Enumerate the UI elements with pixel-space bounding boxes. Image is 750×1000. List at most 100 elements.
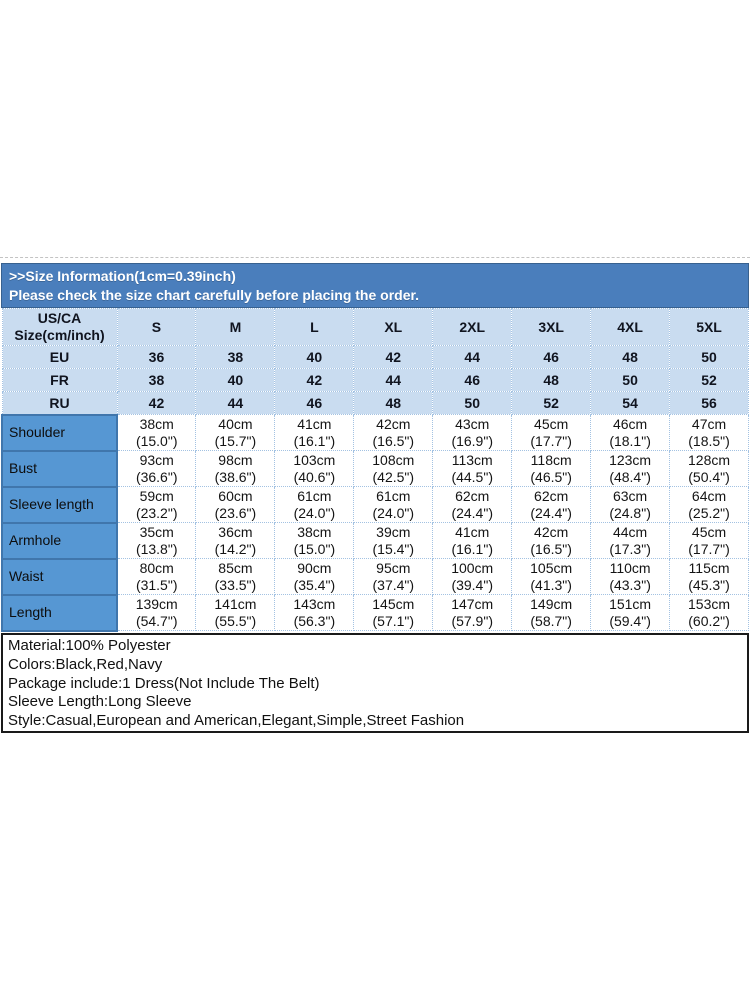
size-col-header-xl: XL	[353, 308, 434, 346]
measurement-inch-value: (16.1")	[451, 540, 493, 557]
measurement-inch-value: (57.1")	[372, 612, 415, 629]
measurement-inch-value: (24.4")	[530, 504, 572, 521]
measurement-value-cell: 100cm (39.4")	[432, 558, 513, 595]
measurement-cm-value: 38cm	[139, 415, 174, 432]
measurement-cm-value: 80cm	[139, 559, 174, 576]
measurement-value-cell: 38cm (15.0")	[116, 414, 197, 451]
measurement-inch-value: (17.7")	[688, 540, 730, 557]
measurement-cm-value: 143cm	[293, 595, 336, 612]
measurement-row-label: Bust	[1, 449, 118, 488]
measurement-cm-value: 100cm	[451, 559, 494, 576]
measurement-inch-value: (39.4")	[451, 576, 493, 593]
measurement-row-waist: Waist 80cm (31.5") 85cm (33.5") 90cm (35.4") 95…	[1, 557, 749, 596]
conversion-value-cell: 48	[590, 345, 671, 369]
measurement-value-cell: 62cm (24.4")	[432, 486, 513, 523]
measurement-cm-value: 141cm	[214, 595, 257, 612]
measurement-cm-value: 128cm	[688, 451, 731, 468]
measurement-inch-value: (35.4")	[293, 576, 336, 593]
measurement-row-length: Length 139cm (54.7") 141cm (55.5") 143cm (56.3…	[1, 593, 749, 632]
measurement-row-shoulder: Shoulder 38cm (15.0") 40cm (15.7") 41cm (16.1"…	[1, 413, 749, 452]
measurement-inch-value: (17.7")	[530, 432, 572, 449]
measurement-inch-value: (24.0")	[372, 504, 415, 521]
measurement-inch-value: (13.8")	[135, 540, 178, 557]
measurement-cm-value: 35cm	[139, 523, 174, 540]
measurement-cm-value: 43cm	[455, 415, 490, 432]
measurement-value-cell: 45cm (17.7")	[511, 414, 592, 451]
measurement-cm-value: 40cm	[218, 415, 253, 432]
measurement-inch-value: (18.1")	[609, 432, 651, 449]
size-col-header-m: M	[195, 308, 276, 346]
measurement-value-cell: 90cm (35.4")	[274, 558, 355, 595]
measurement-value-cell: 40cm (15.7")	[195, 414, 276, 451]
measurement-inch-value: (48.4")	[609, 468, 651, 485]
measurement-value-cell: 105cm (41.3")	[511, 558, 592, 595]
measurement-value-cell: 64cm (25.2")	[669, 486, 749, 523]
measurement-cm-value: 62cm	[455, 487, 490, 504]
measurement-cm-value: 90cm	[297, 559, 332, 576]
measurement-value-cell: 128cm (50.4")	[669, 450, 749, 487]
conversion-row-label: RU	[1, 391, 118, 415]
measurement-value-cell: 143cm (56.3")	[274, 594, 355, 631]
conversion-value-cell: 40	[195, 368, 276, 392]
measurement-value-cell: 61cm (24.0")	[353, 486, 434, 523]
conversion-value-cell: 46	[511, 345, 592, 369]
info-line-colors: Colors:Black,Red,Navy	[8, 655, 163, 673]
measurement-value-cell: 42cm (16.5")	[511, 522, 592, 559]
measurement-inch-value: (37.4")	[372, 576, 415, 593]
measurement-inch-value: (24.0")	[293, 504, 336, 521]
measurement-value-cell: 62cm (24.4")	[511, 486, 592, 523]
size-col-header-l: L	[274, 308, 355, 346]
measurement-cm-value: 36cm	[218, 523, 253, 540]
measurement-value-cell: 93cm (36.6")	[116, 450, 197, 487]
measurement-inch-value: (38.6")	[214, 468, 257, 485]
measurement-cm-value: 42cm	[376, 415, 411, 432]
measurement-value-cell: 45cm (17.7")	[669, 522, 749, 559]
measurement-cm-value: 61cm	[376, 487, 411, 504]
conversion-row-fr: FR 38 40 42 44 46 48 50 52	[1, 368, 749, 392]
measurement-cm-value: 113cm	[451, 451, 493, 468]
measurement-inch-value: (15.4")	[372, 540, 415, 557]
conversion-row-ru: RU 42 44 46 48 50 52 54 56	[1, 391, 749, 415]
measurement-value-cell: 47cm (18.5")	[669, 414, 749, 451]
measurement-cm-value: 38cm	[297, 523, 332, 540]
measurement-value-cell: 36cm (14.2")	[195, 522, 276, 559]
info-line-material: Material:100% Polyester	[8, 637, 171, 654]
measurement-cm-value: 153cm	[688, 595, 731, 612]
measurement-cm-value: 47cm	[691, 415, 727, 432]
measurement-value-cell: 39cm (15.4")	[353, 522, 434, 559]
measurement-inch-value: (42.5")	[372, 468, 415, 485]
measurement-inch-value: (16.5")	[372, 432, 415, 449]
measurement-cm-value: 123cm	[609, 451, 652, 468]
corner-label-line2: Size(cm/inch)	[14, 327, 105, 343]
measurement-value-cell: 98cm (38.6")	[195, 450, 276, 487]
measurement-cm-value: 115cm	[688, 559, 730, 576]
measurement-value-cell: 108cm (42.5")	[353, 450, 434, 487]
measurement-inch-value: (17.3")	[609, 540, 651, 557]
measurement-value-cell: 103cm (40.6")	[274, 450, 355, 487]
conversion-value-cell: 46	[274, 391, 355, 415]
measurement-inch-value: (58.7")	[530, 612, 572, 629]
measurement-cm-value: 42cm	[534, 523, 569, 540]
measurement-inch-value: (54.7")	[135, 612, 178, 629]
measurement-cm-value: 64cm	[691, 487, 727, 504]
measurement-cm-value: 145cm	[372, 595, 415, 612]
conversion-row-label: FR	[1, 368, 118, 392]
measurement-cm-value: 59cm	[139, 487, 174, 504]
size-col-header-2xl: 2XL	[432, 308, 513, 346]
corner-header-cell: US/CA Size(cm/inch)	[1, 308, 118, 346]
measurement-value-cell: 145cm (57.1")	[353, 594, 434, 631]
measurement-value-cell: 95cm (37.4")	[353, 558, 434, 595]
measurement-inch-value: (23.6")	[214, 504, 257, 521]
measurement-cm-value: 110cm	[609, 559, 651, 576]
size-col-header-3xl: 3XL	[511, 308, 592, 346]
measurement-inch-value: (59.4")	[609, 612, 651, 629]
measurement-inch-value: (16.1")	[293, 432, 336, 449]
measurement-cm-value: 93cm	[139, 451, 174, 468]
measurement-inch-value: (40.6")	[293, 468, 336, 485]
measurement-inch-value: (41.3")	[530, 576, 572, 593]
conversion-value-cell: 38	[195, 345, 276, 369]
conversion-value-cell: 44	[353, 368, 434, 392]
measurement-cm-value: 85cm	[218, 559, 253, 576]
measurement-inch-value: (16.5")	[530, 540, 572, 557]
measurement-inch-value: (23.2")	[135, 504, 178, 521]
